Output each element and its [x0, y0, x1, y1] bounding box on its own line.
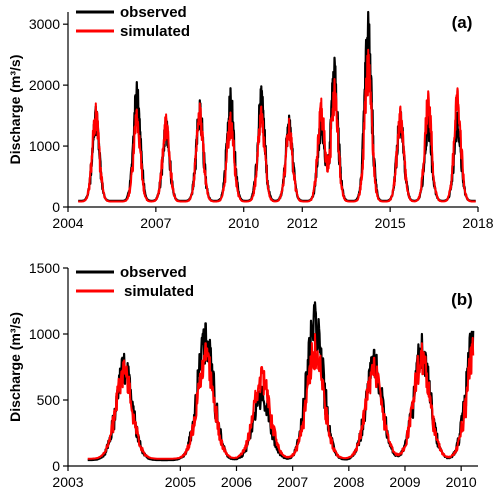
x-tick-label: 2012: [287, 215, 318, 231]
x-tick-label: 2003: [52, 474, 83, 490]
x-tick-label: 2009: [389, 474, 420, 490]
y-tick-label: 1000: [29, 326, 60, 342]
y-tick-label: 1000: [29, 138, 60, 154]
y-tick-label: 2000: [29, 77, 60, 93]
legend-label-simulated: simulated: [120, 23, 190, 40]
y-tick-label: 500: [37, 392, 61, 408]
y-tick-label: 1500: [29, 260, 60, 276]
y-tick-label: 0: [52, 199, 60, 215]
x-tick-label: 2010: [228, 215, 259, 231]
y-axis-label: Discharge (m³/s): [7, 312, 23, 422]
panel-label: (b): [451, 290, 473, 309]
legend-label-observed: observed: [120, 264, 187, 281]
series-line-observed-panel-1: [77, 10, 477, 202]
panel-label: (a): [452, 13, 473, 32]
x-tick-label: 2006: [221, 474, 252, 490]
x-tick-label: 2004: [52, 215, 83, 231]
y-axis-label: Discharge (m³/s): [7, 55, 23, 165]
x-tick-label: 2005: [165, 474, 196, 490]
x-tick-label: 2018: [462, 215, 493, 231]
series-line-simulated-panel-2: [87, 333, 475, 460]
x-tick-label: 2007: [277, 474, 308, 490]
x-tick-label: 2007: [140, 215, 171, 231]
x-tick-label: 2008: [333, 474, 364, 490]
legend-label-observed: observed: [120, 4, 187, 21]
x-tick-label: 2015: [375, 215, 406, 231]
x-tick-label: 2010: [446, 474, 477, 490]
y-tick-label: 0: [52, 458, 60, 474]
y-tick-label: 3000: [29, 16, 60, 32]
series-line-simulated-panel-1: [77, 48, 477, 203]
legend-label-simulated: simulated: [124, 283, 194, 300]
